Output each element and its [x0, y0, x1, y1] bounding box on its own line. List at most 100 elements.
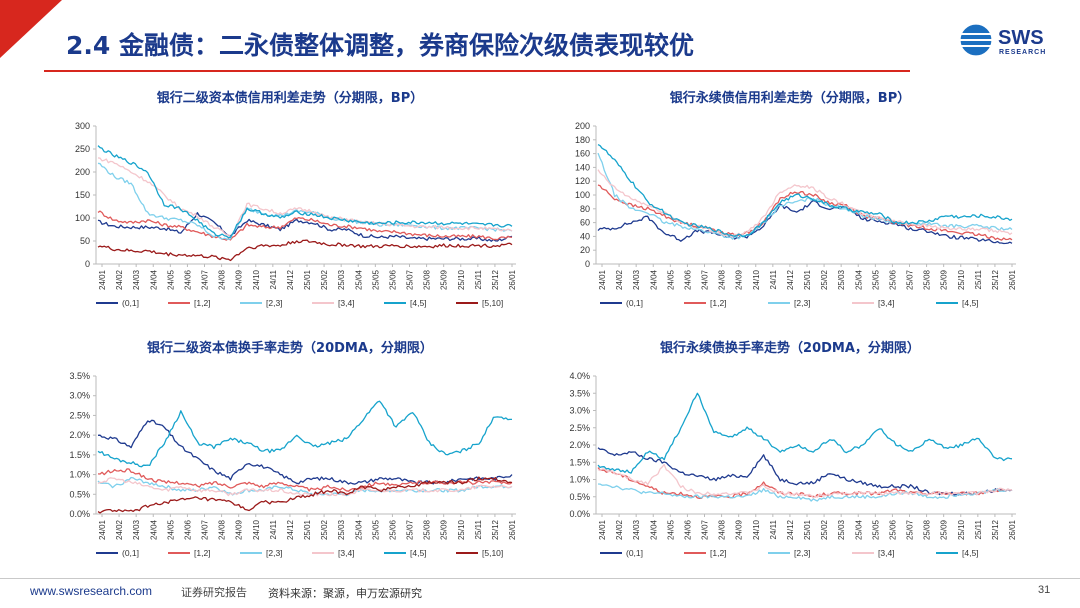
- x-tick-label: 24/01: [598, 269, 607, 290]
- legend-label: [2,3]: [266, 298, 283, 308]
- series-line-5: [97, 145, 513, 239]
- y-tick-label: 0.0%: [69, 509, 90, 519]
- y-tick-label: 150: [75, 190, 90, 200]
- x-tick-label: 24/11: [769, 269, 778, 289]
- x-tick-label: 24/07: [701, 519, 710, 540]
- legend-label: [5,10]: [482, 298, 503, 308]
- x-tick-label: 24/04: [149, 519, 158, 540]
- chart-tier2-turnover: 银行二级资本债换手率走势（20DMA，分期限） 0.0% 0.5% 1.0% 1.5% 2…: [69, 340, 517, 558]
- x-tick-label: 24/10: [252, 519, 261, 540]
- y-tick-label: 1.5%: [69, 450, 90, 460]
- x-tick-label: 24/11: [769, 519, 778, 539]
- y-tick-label: 4.0%: [569, 371, 590, 381]
- x-tick-label: 25/01: [303, 269, 312, 290]
- x-tick-label: 24/02: [615, 519, 624, 540]
- series-line-5: [597, 392, 1013, 474]
- x-tick-label: 24/11: [269, 269, 278, 289]
- series-line-1: [97, 212, 513, 242]
- x-tick-label: 25/04: [854, 519, 863, 540]
- x-tick-label: 25/08: [423, 269, 432, 290]
- x-tick-label: 26/01: [1008, 269, 1017, 290]
- legend-label: [2,3]: [794, 298, 811, 308]
- x-tick-label: 25/11: [474, 269, 483, 289]
- series-line-2: [97, 210, 513, 241]
- chart-title: 银行永续债信用利差走势（分期限，BP）: [670, 90, 910, 106]
- x-tick-label: 25/05: [371, 269, 380, 290]
- x-tick-label: 24/02: [615, 269, 624, 290]
- page-title: 2.4 金融债：二永债整体调整，券商保险次级债表现较优: [66, 31, 694, 60]
- x-tick-label: 24/06: [683, 269, 692, 290]
- series-line-4: [597, 169, 1013, 238]
- x-tick-label: 25/04: [854, 269, 863, 290]
- chart-title: 银行二级资本债换手率走势（20DMA，分期限）: [147, 340, 433, 356]
- y-tick-label: 250: [75, 144, 90, 154]
- x-tick-label: 24/06: [683, 519, 692, 540]
- x-tick-label: 25/03: [837, 269, 846, 290]
- chart-perpetual-turnover: 银行永续债换手率走势（20DMA，分期限） 0.0% 0.5% 1.0% 1.5% 2.0…: [569, 340, 1017, 558]
- x-tick-label: 24/05: [166, 269, 175, 290]
- y-tick-label: 0.5%: [69, 489, 90, 499]
- x-tick-label: 25/06: [388, 269, 397, 290]
- legend-label: (0,1]: [122, 548, 139, 558]
- sws-logo: SWS RESEARCH: [959, 23, 1046, 57]
- x-tick-label: 25/02: [320, 269, 329, 290]
- y-tick-label: 120: [575, 176, 590, 186]
- x-tick-label: 24/03: [632, 269, 641, 290]
- x-tick-label: 25/12: [491, 269, 500, 290]
- y-tick-label: 50: [80, 236, 90, 246]
- series-line-5: [597, 144, 1013, 238]
- y-tick-label: 100: [75, 213, 90, 223]
- x-tick-label: 24/08: [718, 519, 727, 540]
- series-line-1: [597, 447, 1013, 496]
- legend-label: [3,4]: [338, 298, 355, 308]
- data-source-note: 资料来源：聚源，申万宏源研究: [268, 588, 422, 600]
- y-tick-label: 1.0%: [69, 470, 90, 480]
- chart-tier2-spread: 银行二级资本债信用利差走势（分期限，BP） 0 50 100 150 200 250 300 2…: [75, 90, 517, 308]
- series-line-4: [97, 157, 513, 238]
- x-tick-label: 25/10: [957, 519, 966, 540]
- logo-text: SWS: [998, 27, 1044, 49]
- x-tick-label: 25/03: [337, 269, 346, 290]
- y-tick-label: 1.5%: [569, 457, 590, 467]
- series-line-2: [97, 468, 513, 492]
- x-tick-label: 25/05: [371, 519, 380, 540]
- x-tick-label: 24/02: [115, 269, 124, 290]
- website-link[interactable]: www.swsresearch.com: [30, 584, 153, 598]
- x-tick-label: 24/01: [98, 519, 107, 540]
- x-tick-label: 24/04: [649, 269, 658, 290]
- y-tick-label: 20: [580, 245, 590, 255]
- x-tick-label: 24/12: [286, 519, 295, 540]
- y-tick-label: 80: [580, 204, 590, 214]
- legend-label: (0,1]: [626, 298, 643, 308]
- y-tick-label: 0: [585, 259, 590, 269]
- y-tick-label: 0: [85, 259, 90, 269]
- legend-label: [5,10]: [482, 548, 503, 558]
- y-tick-label: 3.0%: [69, 391, 90, 401]
- x-tick-label: 24/09: [735, 519, 744, 540]
- legend-label: [1,2]: [194, 548, 211, 558]
- x-tick-label: 25/01: [803, 269, 812, 290]
- x-tick-label: 25/04: [354, 269, 363, 290]
- logo-subtext: RESEARCH: [999, 49, 1046, 56]
- x-tick-label: 24/09: [235, 519, 244, 540]
- x-tick-label: 25/12: [991, 519, 1000, 540]
- x-tick-label: 25/08: [923, 519, 932, 540]
- x-tick-label: 25/07: [406, 519, 415, 540]
- series-line-3: [97, 162, 513, 241]
- y-tick-label: 2.0%: [69, 430, 90, 440]
- x-tick-label: 24/07: [201, 519, 210, 540]
- x-tick-label: 25/01: [803, 519, 812, 540]
- x-tick-label: 25/10: [457, 269, 466, 290]
- x-tick-label: 24/07: [701, 269, 710, 290]
- chart-perpetual-spread: 银行永续债信用利差走势（分期限，BP） 0 20 40 60 80 100 120 140 160…: [575, 90, 1017, 308]
- y-tick-label: 40: [580, 231, 590, 241]
- y-tick-label: 0.5%: [569, 492, 590, 502]
- legend-label: [3,4]: [878, 298, 895, 308]
- legend-label: [3,4]: [878, 548, 895, 558]
- x-tick-label: 24/10: [752, 519, 761, 540]
- x-tick-label: 25/02: [820, 519, 829, 540]
- y-tick-label: 2.5%: [569, 423, 590, 433]
- x-tick-label: 24/05: [166, 519, 175, 540]
- y-tick-label: 2.5%: [69, 410, 90, 420]
- x-tick-label: 25/06: [888, 519, 897, 540]
